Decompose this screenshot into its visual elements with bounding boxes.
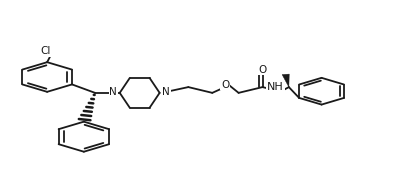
- Text: N: N: [162, 88, 170, 98]
- Polygon shape: [282, 74, 289, 87]
- Text: O: O: [258, 65, 267, 75]
- Text: Cl: Cl: [40, 46, 50, 56]
- Text: NH: NH: [267, 82, 284, 92]
- Text: N: N: [109, 88, 117, 98]
- Text: O: O: [221, 80, 230, 90]
